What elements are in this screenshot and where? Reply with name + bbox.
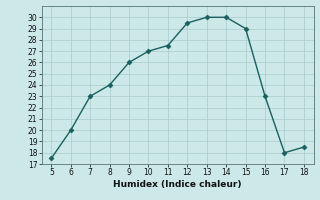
X-axis label: Humidex (Indice chaleur): Humidex (Indice chaleur) bbox=[113, 180, 242, 189]
